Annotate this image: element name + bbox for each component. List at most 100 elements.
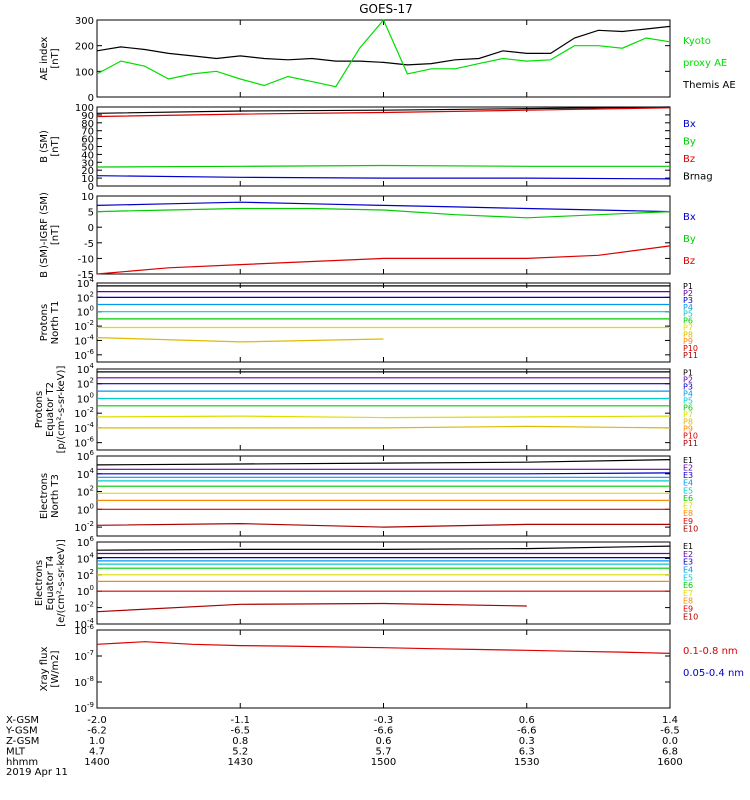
series-bx — [96, 201, 671, 213]
legend-item: E3 — [683, 471, 693, 480]
y-tick-exponent: -4 — [87, 421, 95, 429]
legend-item: P7 — [683, 411, 693, 420]
y-tick-label: 0 — [88, 223, 94, 234]
y-tick-label: 10-2 — [74, 520, 94, 534]
x-row-value: 0.8 — [232, 736, 248, 747]
y-tick-exponent: 2 — [90, 290, 94, 298]
y-tick-exponent: 0 — [90, 305, 94, 313]
y-tick-label: 10-2 — [74, 406, 94, 420]
y-tick-label: 102 — [77, 568, 94, 582]
y-tick-label: 102 — [77, 377, 94, 391]
y-tick-exponent: -6 — [87, 348, 95, 356]
legend-item: Bz — [683, 256, 695, 267]
legend-item: P11 — [683, 439, 698, 448]
legend-item: E3 — [683, 558, 693, 567]
y-tick-exponent: -2 — [87, 319, 94, 327]
series-e1 — [96, 545, 671, 551]
y-axis-label-line: B (SM) — [39, 130, 50, 163]
y-tick-label: 5 — [88, 208, 94, 219]
y-axis-label-line: [e/(cm²-s-sr-keV)] — [56, 539, 67, 627]
x-row-value: 1.0 — [89, 736, 105, 747]
panel-frame — [96, 195, 671, 275]
y-tick-label: 20 — [81, 166, 94, 177]
legend-item: E1 — [683, 456, 693, 465]
legend-item: E4 — [683, 479, 693, 488]
panel-frame — [96, 368, 671, 451]
legend-item: E2 — [683, 550, 693, 559]
legend-item: Kyoto — [683, 36, 711, 47]
legend-item: E9 — [683, 517, 693, 526]
y-tick-label: 10-4 — [74, 333, 94, 347]
legend-item: E8 — [683, 597, 693, 606]
legend-item: P5 — [683, 310, 693, 319]
y-tick-label: 100 — [77, 391, 94, 405]
x-row-value: -0.3 — [374, 715, 394, 726]
series-e10 — [96, 522, 670, 528]
y-tick-exponent: 6 — [90, 535, 95, 543]
legend-item: P3 — [683, 296, 693, 305]
y-axis-label-line: [nT] — [50, 48, 61, 68]
y-tick-label: -15 — [78, 270, 94, 281]
y-axis-label-line: Xray flux — [39, 647, 50, 692]
y-tick-label: 102 — [77, 290, 94, 304]
y-axis-label-line: B (SM)-IGRF (SM) — [39, 192, 50, 278]
x-row-value: 5.7 — [376, 747, 392, 758]
y-axis-label-line: North T3 — [50, 474, 61, 518]
y-tick-label: 10-7 — [74, 649, 94, 663]
legend-item: P6 — [683, 404, 693, 413]
x-row-value: -6.5 — [230, 726, 250, 737]
series-0-1-0-8-nm — [96, 641, 671, 654]
series-p7 — [96, 415, 671, 419]
x-row-label: X-GSM — [6, 715, 39, 726]
series-e1 — [96, 459, 671, 466]
legend-item: P10 — [683, 432, 698, 441]
y-axis-label: Xray flux[W/m2] — [39, 647, 61, 692]
x-row-value: 4.7 — [89, 747, 105, 758]
legend-item: P6 — [683, 317, 693, 326]
legend-item: E1 — [683, 542, 693, 551]
legend-item: P4 — [683, 390, 693, 399]
legend-item: 0.1-0.8 nm — [683, 646, 738, 657]
date-label: 2019 Apr 11 — [6, 767, 68, 778]
y-tick-label: 50 — [81, 143, 94, 154]
legend-item: proxy AE — [683, 58, 727, 69]
y-tick-label: 104 — [77, 362, 95, 376]
legend-item: Bz — [683, 154, 695, 165]
series-bz — [96, 245, 671, 275]
series-e3 — [97, 472, 671, 475]
y-axis-label: ProtonsNorth T1 — [39, 301, 61, 345]
y-tick-exponent: -7 — [87, 649, 94, 657]
legend-item: P4 — [683, 303, 693, 312]
chart-title: GOES-17 — [359, 2, 413, 16]
legend-item: P10 — [683, 344, 698, 353]
panel-frame — [96, 19, 671, 98]
legend-item: P2 — [683, 289, 693, 298]
x-row-value: 1530 — [514, 757, 539, 768]
series-kyoto-proxy-ae — [96, 18, 671, 88]
legend-item: P3 — [683, 382, 693, 391]
y-tick-exponent: 4 — [90, 467, 95, 475]
y-tick-exponent: 2 — [90, 377, 94, 385]
y-axis-label-line: [W/m2] — [50, 650, 61, 687]
y-axis-label: ElectronsNorth T3 — [39, 473, 61, 519]
series-by — [96, 207, 671, 219]
legend-item: P5 — [683, 397, 693, 406]
series-p8 — [97, 425, 671, 429]
legend-item: E9 — [683, 605, 693, 614]
y-tick-exponent: -2 — [87, 601, 94, 609]
y-tick-exponent: -6 — [87, 436, 95, 444]
y-tick-exponent: 0 — [90, 391, 94, 399]
x-row-value: 1600 — [657, 757, 682, 768]
panel-8: 10-6 10-7 10-8 10-9 Xray flux[W/m2] 0.1-0.8 n… — [39, 623, 744, 715]
legend-item: P1 — [683, 368, 693, 377]
legend-item: E7 — [683, 589, 693, 598]
y-tick-label: -5 — [84, 239, 94, 250]
y-axis-label-line: Electrons — [34, 560, 45, 606]
x-row-value: -6.2 — [87, 726, 107, 737]
panel-frame — [96, 106, 671, 187]
y-axis-label-line: AE index — [39, 37, 50, 81]
legend-item: P1 — [683, 282, 693, 291]
y-tick-label: 106 — [77, 535, 95, 549]
series-bx — [96, 175, 671, 180]
legend-item: E2 — [683, 464, 693, 473]
